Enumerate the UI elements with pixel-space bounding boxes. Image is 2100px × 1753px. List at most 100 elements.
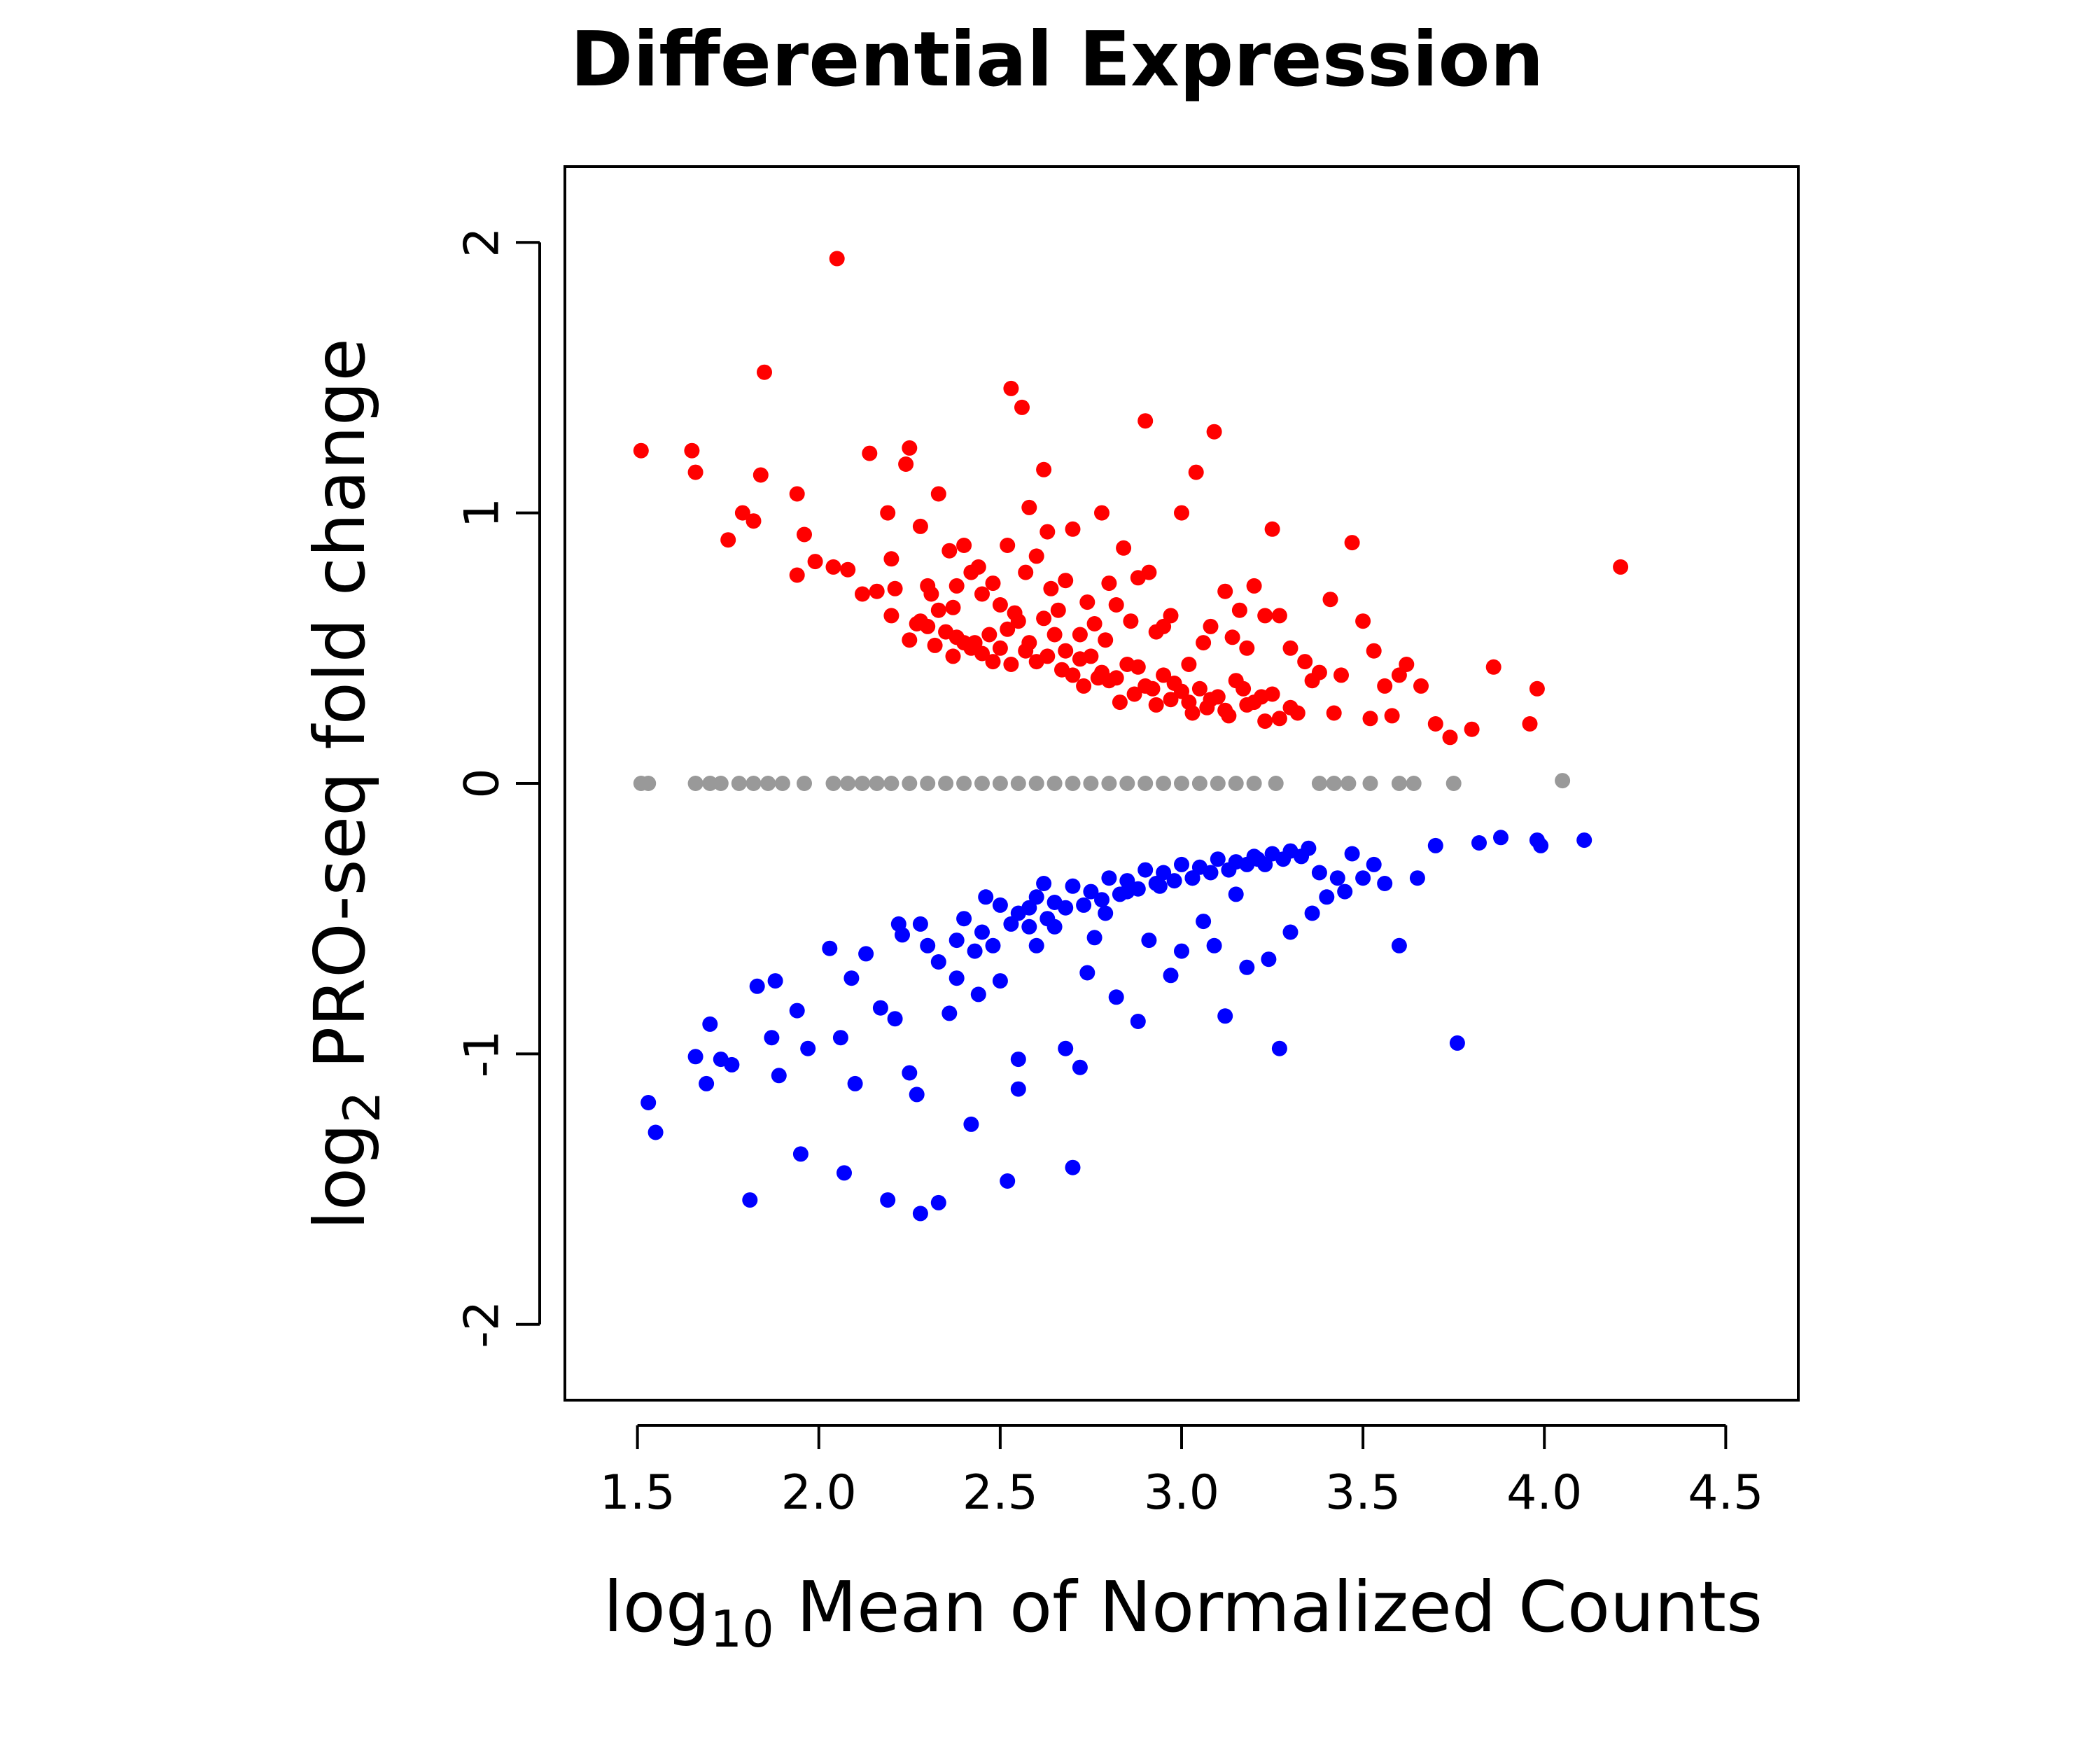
data-point-down — [1028, 937, 1044, 954]
data-point-up — [1377, 678, 1393, 694]
data-point-up — [1098, 632, 1114, 648]
data-point-up — [1522, 716, 1538, 732]
data-point-up — [1036, 461, 1052, 477]
x-axis-label: log10 Mean of Normalized Counts — [603, 1566, 1763, 1658]
data-point-unchanged — [974, 776, 990, 791]
data-point-down — [767, 973, 783, 989]
data-point-up — [1156, 667, 1172, 683]
data-point-down — [1239, 856, 1255, 872]
data-point-unchanged — [1268, 776, 1284, 791]
data-point-down — [640, 1095, 657, 1110]
data-point-unchanged — [1101, 776, 1117, 791]
data-point-unchanged — [1083, 776, 1099, 791]
chart-title: Differential Expression — [570, 16, 1544, 104]
data-point-down — [1010, 1081, 1026, 1097]
data-point-up — [1090, 670, 1106, 686]
data-point-down — [847, 1075, 863, 1091]
data-point-down — [1130, 1014, 1146, 1029]
x-tick-label: 4.0 — [1506, 1465, 1582, 1521]
data-point-unchanged — [1174, 776, 1189, 791]
data-point-unchanged — [1138, 776, 1154, 791]
data-point-up — [1112, 694, 1128, 711]
data-point-up — [1221, 708, 1237, 724]
data-point-down — [887, 1011, 903, 1027]
data-point-unchanged — [713, 776, 729, 791]
data-point-up — [1529, 680, 1545, 697]
data-point-down — [1138, 862, 1154, 878]
x-tick-label: 2.5 — [962, 1465, 1038, 1521]
data-point-down — [948, 970, 965, 986]
data-point-down — [895, 927, 910, 943]
data-point-unchanged — [825, 776, 841, 791]
data-point-unchanged — [1362, 776, 1378, 791]
data-point-up — [898, 456, 914, 472]
data-point-down — [764, 1030, 780, 1046]
data-point-down — [1427, 837, 1443, 853]
data-point-down — [920, 937, 936, 954]
data-point-up — [684, 442, 700, 459]
data-point-down — [1010, 905, 1026, 921]
data-point-down — [1329, 870, 1345, 886]
data-point-up — [927, 637, 943, 653]
data-point-up — [1427, 716, 1443, 732]
data-point-down — [1319, 889, 1335, 905]
data-point-up — [1326, 705, 1342, 721]
data-point-up — [1344, 535, 1360, 551]
data-point-up — [789, 486, 805, 502]
data-point-down — [1076, 897, 1092, 913]
data-point-up — [1334, 667, 1349, 683]
data-point-down — [1311, 865, 1327, 881]
data-point-up — [883, 551, 899, 567]
data-point-down — [1112, 886, 1128, 902]
data-point-down — [872, 1000, 888, 1016]
data-point-unchanged — [746, 776, 762, 791]
data-point-up — [945, 599, 961, 615]
data-point-down — [974, 924, 990, 940]
y-tick-label: -1 — [455, 1030, 510, 1077]
data-point-up — [1003, 380, 1019, 396]
data-point-down — [1228, 886, 1244, 902]
data-point-down — [948, 933, 965, 949]
data-point-up — [1000, 621, 1016, 637]
data-point-down — [1130, 881, 1146, 897]
data-point-up — [1384, 708, 1400, 724]
data-point-up — [1282, 640, 1298, 656]
data-point-up — [1231, 602, 1247, 618]
data-point-up — [1297, 654, 1313, 670]
data-point-up — [1355, 613, 1371, 629]
data-point-up — [1271, 608, 1287, 624]
data-point-down — [967, 943, 983, 959]
data-point-up — [862, 445, 878, 461]
data-point-up — [1613, 559, 1629, 575]
data-point-down — [1166, 873, 1182, 889]
data-point-down — [1086, 930, 1102, 946]
data-point-down — [822, 940, 838, 956]
data-point-up — [1123, 613, 1139, 629]
y-tick-label: 1 — [455, 498, 510, 528]
data-point-unchanged — [640, 776, 657, 791]
x-tick-label: 3.5 — [1325, 1465, 1401, 1521]
data-point-unchanged — [956, 776, 972, 791]
data-point-unchanged — [1391, 776, 1407, 791]
data-point-up — [1257, 713, 1273, 729]
data-point-up — [1126, 686, 1142, 702]
data-point-up — [1163, 608, 1179, 624]
data-point-down — [1141, 933, 1157, 949]
data-point-up — [1257, 608, 1273, 624]
data-point-up — [1144, 680, 1161, 697]
data-point-up — [1322, 592, 1338, 608]
data-point-down — [1028, 889, 1044, 905]
data-point-down — [992, 897, 1008, 913]
data-point-down — [1409, 870, 1425, 886]
data-point-up — [948, 578, 965, 594]
data-point-down — [1337, 884, 1353, 900]
data-point-up — [970, 559, 986, 575]
data-point-down — [1072, 1059, 1088, 1075]
y-tick-label: -2 — [455, 1301, 510, 1348]
data-point-up — [941, 543, 958, 559]
data-point-up — [1188, 464, 1204, 480]
data-point-up — [1076, 678, 1092, 694]
data-point-up — [1485, 659, 1502, 675]
data-point-up — [1181, 657, 1197, 672]
